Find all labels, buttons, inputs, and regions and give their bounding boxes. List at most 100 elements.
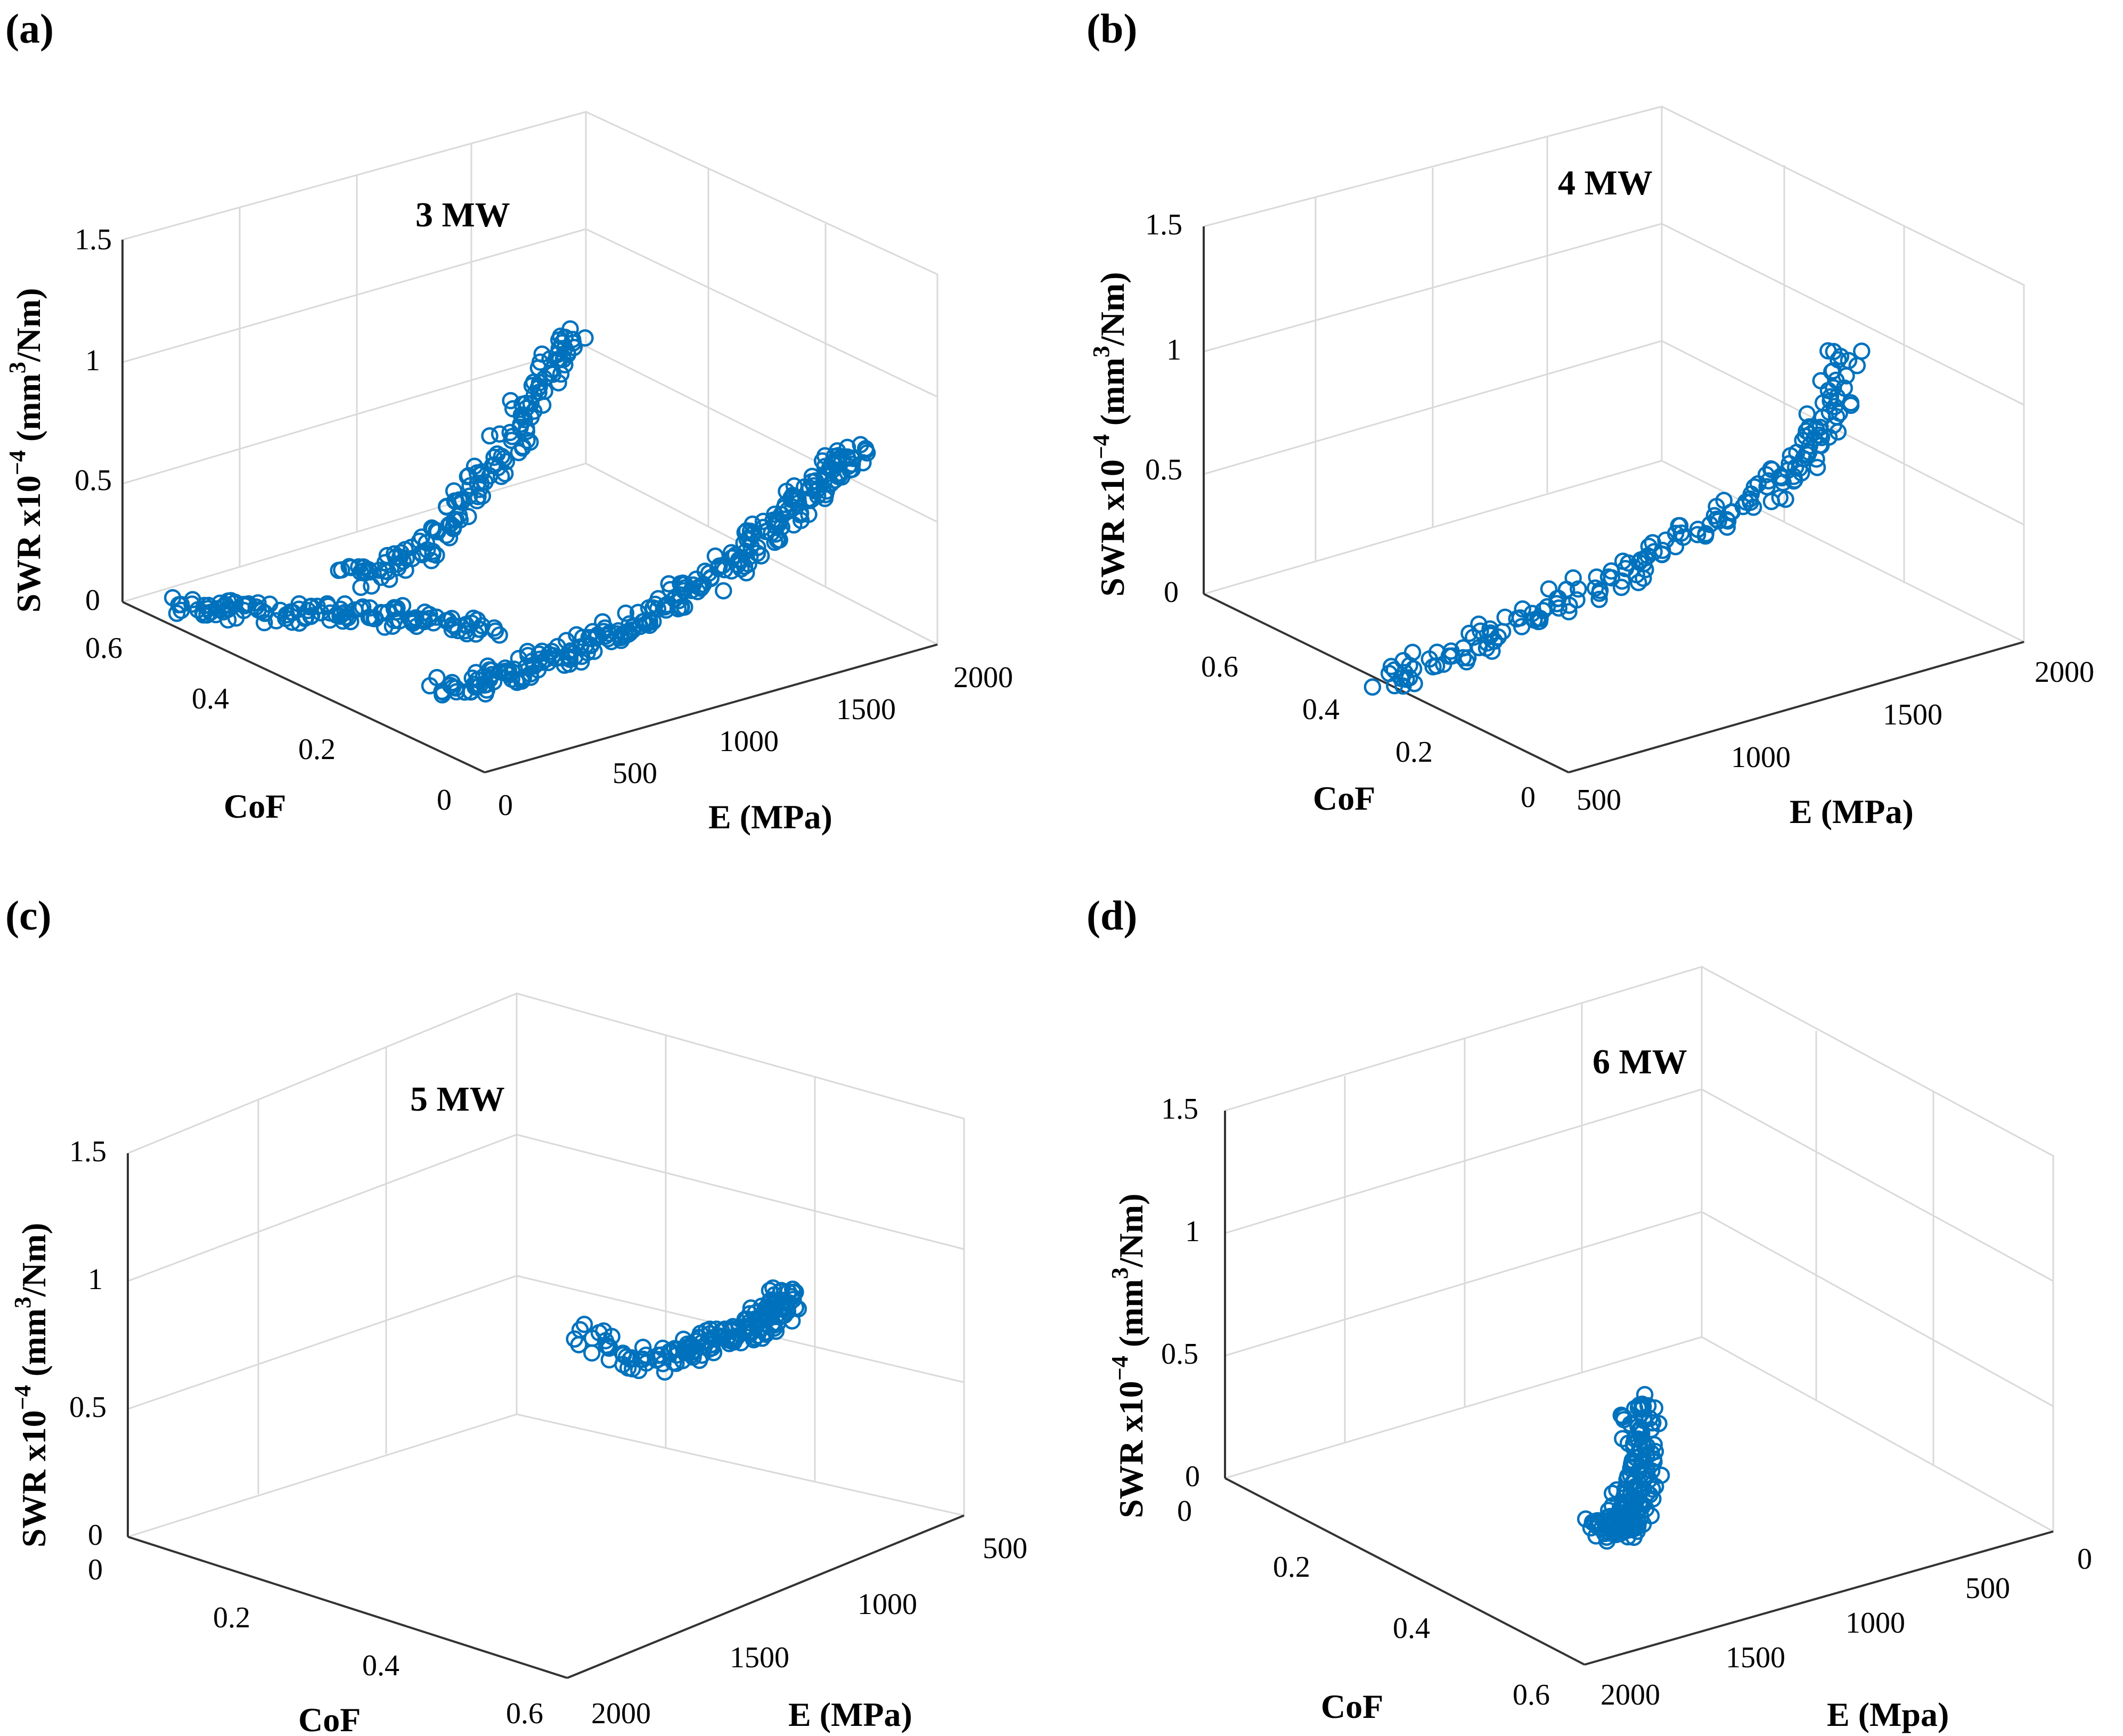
data-point (1385, 661, 1403, 679)
data-point (1688, 526, 1706, 543)
y-tick-c-1: 0.2 (213, 1601, 250, 1634)
zlabel-a-unit-exp: 3 (4, 362, 30, 373)
data-point (1591, 582, 1609, 599)
z-tick-b-2: 1 (1166, 333, 1181, 366)
grid-b (1203, 105, 2025, 773)
grid-line (1661, 340, 2024, 526)
data-point (1635, 555, 1653, 573)
grid-right-c (516, 992, 965, 1517)
x-tick-c-2: 1000 (858, 1588, 917, 1621)
y-tick-a-2: 0.4 (192, 682, 229, 715)
y-tick-c-0: 0 (88, 1553, 103, 1586)
x-axis-b (1568, 641, 2024, 773)
x-tick-a-4: 2000 (953, 661, 1013, 694)
data-point (608, 625, 626, 643)
data-point (1798, 405, 1816, 423)
data-point (752, 547, 770, 565)
data-point (486, 622, 504, 640)
ylabel-d: CoF (1321, 1688, 1383, 1725)
data-point (762, 1291, 780, 1309)
scatter-points-c (566, 1279, 807, 1381)
data-point (1697, 525, 1714, 543)
data-point (1825, 343, 1843, 361)
data-point (1671, 517, 1689, 535)
data-point (438, 498, 455, 516)
data-point (1808, 459, 1826, 476)
xlabel-c: E (MPa) (788, 1696, 912, 1733)
xlabel-a: E (MPa) (708, 798, 832, 836)
grid-right-d (1701, 966, 2054, 1533)
data-point (1842, 394, 1860, 412)
data-point (1401, 669, 1418, 687)
data-point (1550, 599, 1567, 617)
data-point (828, 442, 846, 460)
data-point (1529, 609, 1547, 627)
data-point (183, 595, 201, 613)
y-axis-b (1203, 593, 1569, 773)
data-point (1568, 591, 1586, 609)
data-point (407, 617, 426, 635)
data-point (493, 447, 511, 465)
zlabel-d-unit-exp: 3 (1107, 1267, 1133, 1279)
data-point (856, 439, 875, 458)
data-point (630, 1362, 648, 1379)
data-point (1540, 580, 1558, 598)
data-point (819, 464, 836, 483)
data-point (422, 552, 440, 569)
data-point (386, 599, 403, 617)
data-point (380, 570, 398, 588)
data-point (784, 498, 802, 516)
data-point (330, 561, 347, 579)
title-a: 3 MW (415, 195, 510, 234)
data-point (466, 675, 483, 693)
zlabel-a-main: SWR x10 (10, 475, 47, 613)
grid-right-b (1661, 105, 2025, 643)
data-point (595, 1322, 613, 1340)
data-point (424, 542, 442, 560)
x-tick-d-2: 1000 (1846, 1607, 1905, 1640)
y-tick-b-1: 0.2 (1395, 736, 1433, 769)
data-point (483, 661, 501, 679)
y-tick-a-1: 0.2 (298, 733, 336, 766)
data-point (600, 1351, 618, 1369)
ylabel-a: CoF (224, 787, 286, 825)
zlabel-b-unit-exp: 3 (1088, 346, 1114, 357)
data-point (1830, 351, 1847, 369)
x-tick-b-2: 1500 (1883, 698, 1942, 731)
data-point (423, 519, 440, 537)
data-point (495, 450, 513, 467)
data-point (561, 320, 579, 338)
zlabel-c-unit-exp: 3 (10, 1297, 36, 1308)
data-point (693, 1346, 711, 1364)
data-point (782, 488, 801, 507)
grid-line (585, 228, 938, 398)
y-tick-d-1: 0.2 (1273, 1551, 1310, 1584)
data-point (1745, 478, 1763, 496)
data-point (385, 612, 403, 630)
y-tick-c-3: 0.6 (506, 1697, 543, 1730)
z-tick-b-1: 0.5 (1145, 453, 1182, 486)
data-point (843, 449, 861, 467)
z-tick-c-3: 1.5 (69, 1135, 107, 1168)
z-tick-d-0: 0 (1185, 1460, 1200, 1493)
axes-d (1224, 1111, 2054, 1666)
data-point (1791, 459, 1808, 477)
panel-b: (b) 0 0.5 1 1.5 0 0.2 0.4 0.6 50 (1087, 5, 2094, 830)
data-point (1819, 342, 1837, 360)
zlabel-a-unit-post: /Nm) (10, 288, 47, 363)
data-point (1777, 491, 1794, 508)
data-point (594, 613, 611, 631)
x-tick-d-3: 500 (1965, 1572, 2010, 1605)
grid-right-a (585, 111, 938, 646)
y-tick-c-2: 0.4 (362, 1649, 399, 1682)
data-point (336, 604, 354, 622)
data-point (701, 1336, 720, 1354)
z-tick-c-0: 0 (88, 1519, 103, 1552)
y-tick-d-0: 0 (1177, 1495, 1192, 1528)
data-point (561, 642, 579, 660)
data-point (1715, 492, 1733, 509)
zlabel-c-main: SWR x10 (15, 1410, 53, 1547)
data-point (1470, 615, 1488, 633)
data-point (617, 604, 635, 622)
axes-c (127, 1153, 965, 1679)
